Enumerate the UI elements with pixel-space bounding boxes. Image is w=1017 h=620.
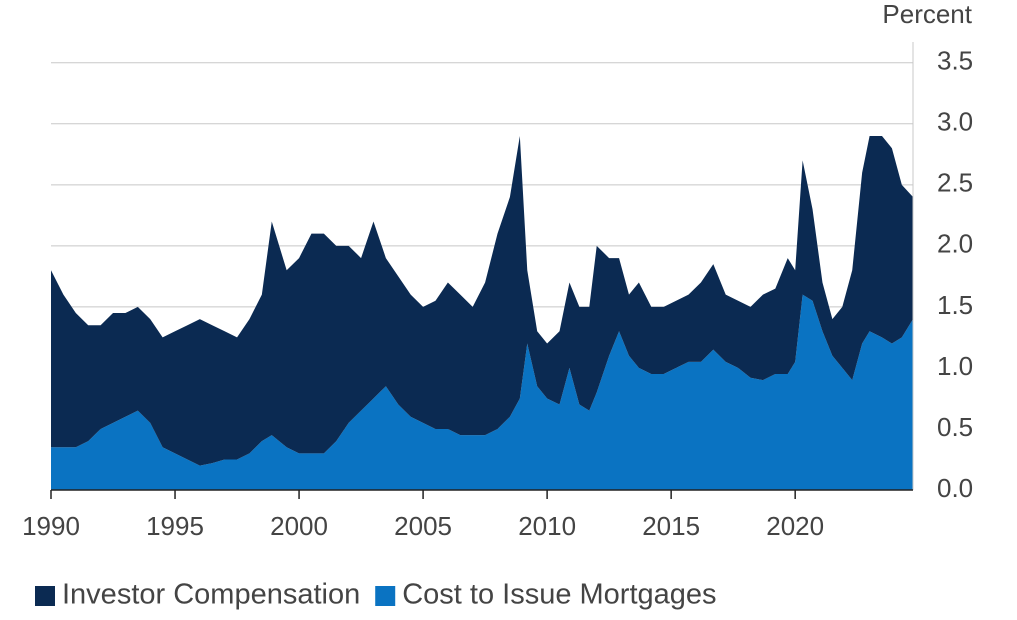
legend-label: Investor Compensation xyxy=(62,579,360,611)
y-tick-label: 0.0 xyxy=(937,473,973,503)
y-tick-label: 2.5 xyxy=(937,168,973,198)
x-tick-label: 2000 xyxy=(270,511,328,541)
x-tick-label: 1995 xyxy=(146,511,204,541)
y-tick-label: 2.0 xyxy=(937,229,973,259)
y-tick-label: 1.5 xyxy=(937,290,973,320)
legend-swatch xyxy=(375,586,396,606)
x-tick-label: 2005 xyxy=(394,511,452,541)
y-tick-label: 0.5 xyxy=(937,412,973,442)
y-tick-label: 1.0 xyxy=(937,351,973,381)
y-tick-label: 3.0 xyxy=(937,107,973,137)
x-tick-label: 2015 xyxy=(642,511,700,541)
x-tick-label: 2020 xyxy=(766,511,824,541)
x-tick-label: 1990 xyxy=(22,511,80,541)
legend-swatch xyxy=(35,586,55,606)
area xyxy=(51,294,913,490)
y-axis-label: Percent xyxy=(882,0,972,29)
x-tick-label: 2010 xyxy=(518,511,576,541)
legend-label: Cost to Issue Mortgages xyxy=(402,579,716,611)
area xyxy=(51,135,913,466)
y-tick-label: 3.5 xyxy=(937,46,973,76)
